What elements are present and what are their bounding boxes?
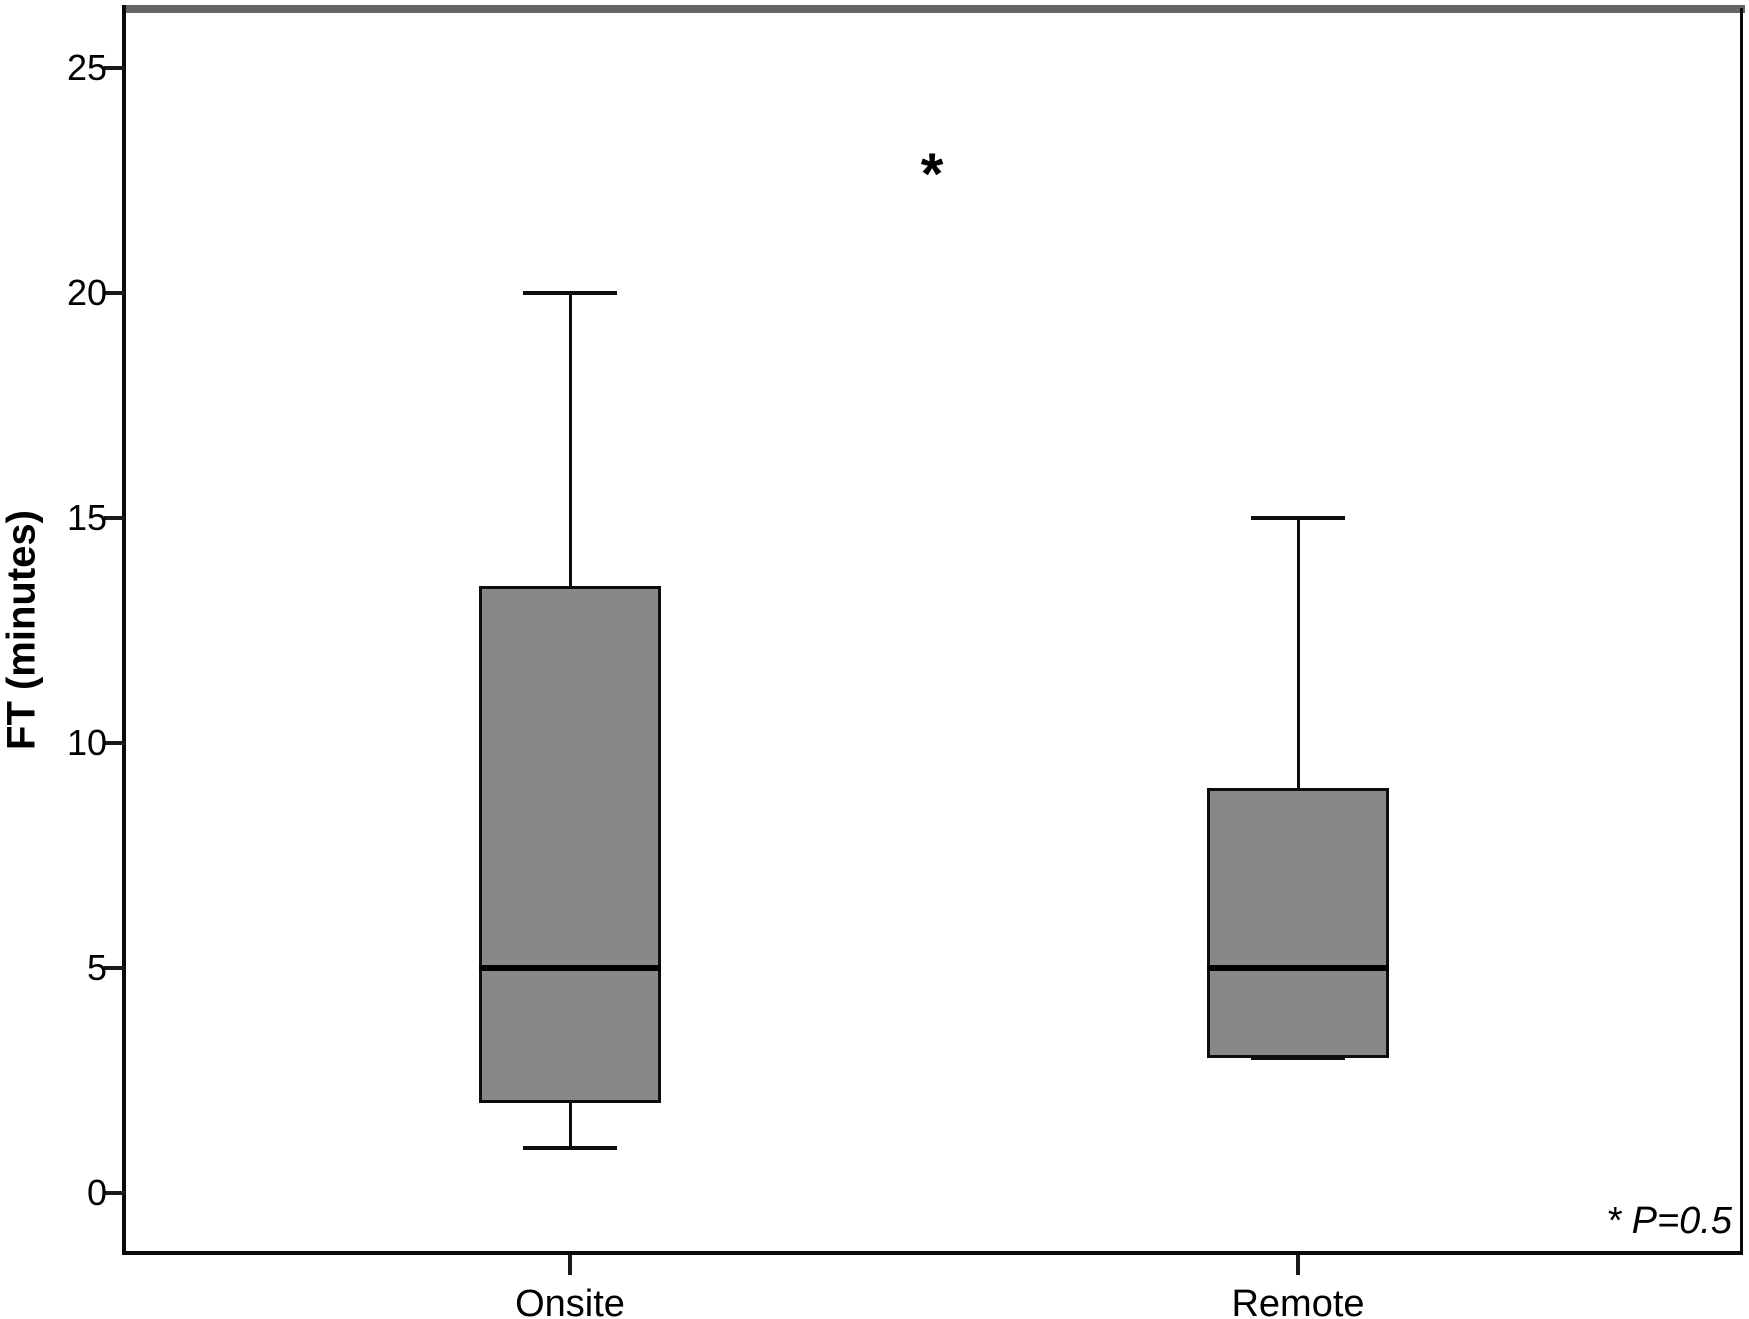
x-tick-mark (568, 1255, 572, 1275)
y-axis-title: FT (minutes) (0, 510, 44, 750)
plot-frame-left (122, 5, 126, 1255)
pvalue-annotation: * P=0.5 (1606, 1200, 1732, 1242)
upper-whisker-cap (523, 291, 617, 295)
lower-whisker-cap (523, 1146, 617, 1150)
median-line-remote (1207, 965, 1389, 971)
plot-frame-top (125, 5, 1745, 13)
median-line-onsite (479, 965, 661, 971)
y-tick-mark (104, 966, 125, 970)
x-tick-mark (1296, 1255, 1300, 1275)
plot-frame-right (1740, 8, 1743, 1255)
y-tick-mark (104, 741, 125, 745)
lower-whisker-cap (1251, 1056, 1345, 1060)
y-tick-label: 15 (66, 497, 107, 538)
y-tick-label: 25 (66, 47, 107, 88)
y-tick-label: 20 (66, 272, 107, 313)
x-category-label-onsite: Onsite (515, 1283, 625, 1319)
upper-whisker-line (569, 293, 572, 586)
y-tick-mark (104, 291, 125, 295)
boxplot-box-onsite (479, 585, 661, 1103)
y-tick-label: 5 (86, 947, 107, 988)
plot-frame-bottom (122, 1251, 1743, 1255)
boxplot-box-remote (1207, 788, 1389, 1058)
lower-whisker-line (569, 1103, 572, 1148)
y-tick-mark (104, 516, 125, 520)
y-tick-label: 10 (66, 722, 107, 763)
outlier-asterisk: * (920, 142, 944, 208)
x-category-label-remote: Remote (1231, 1283, 1365, 1319)
upper-whisker-cap (1251, 516, 1345, 520)
y-tick-label: 0 (86, 1172, 107, 1213)
upper-whisker-line (1297, 518, 1300, 788)
y-tick-mark (104, 66, 125, 70)
y-tick-mark (104, 1191, 125, 1195)
